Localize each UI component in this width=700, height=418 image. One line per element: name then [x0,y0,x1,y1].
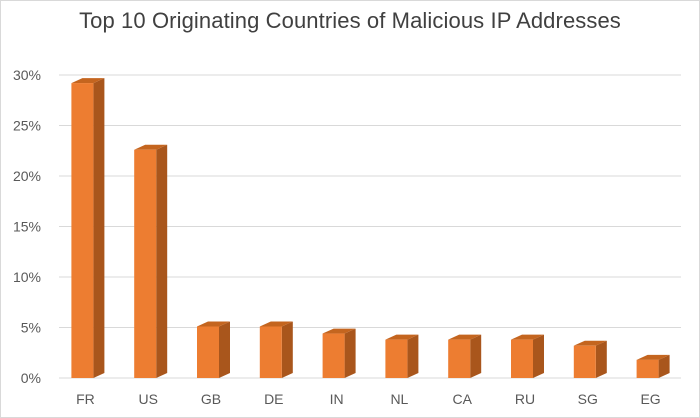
x-tick-label: RU [515,391,535,407]
bar-top-face [511,334,544,340]
bar-de [259,321,293,378]
y-tick-label: 5% [21,320,41,336]
chart-title: Top 10 Originating Countries of Maliciou… [79,8,621,33]
bar-front-face [259,326,282,378]
bar-side-face [470,334,482,378]
y-tick-label: 25% [13,118,41,134]
bar-front-face [71,83,94,378]
bar-sg [573,340,607,378]
y-tick-label: 20% [13,168,41,184]
bar-top-face [322,328,356,334]
y-axis-tick-labels: 0% 5% 10% 15% 20% 25% 30% [13,67,41,386]
y-tick-label: 0% [21,370,41,386]
y-tick-label: 30% [13,67,41,83]
bar-side-face [344,328,356,378]
x-axis-tick-labels: FR US GB DE IN NL CA RU SG EG [76,391,661,407]
bar-top-face [385,334,419,340]
bar-nl [385,334,419,378]
bar-ca [448,334,482,378]
bar-front-face [511,339,533,378]
bar-front-face [448,339,471,378]
bar-front-face [134,149,157,378]
bar-top-face [197,321,230,327]
x-tick-label: FR [76,391,95,407]
bar-front-face [322,333,345,378]
x-tick-label: GB [201,391,221,407]
bar-side-face [281,321,293,378]
bar-in [322,328,356,378]
bar-eg [636,354,670,378]
bar-side-face [93,78,105,378]
bar-top-face [448,334,482,340]
bar-front-face [636,359,659,378]
bar-top-face [636,354,670,360]
bar-front-face [197,326,219,378]
x-tick-label: DE [264,391,283,407]
x-tick-label: SG [578,391,598,407]
bar-side-face [219,321,230,378]
bar-top-face [71,78,105,84]
bar-side-face [156,144,168,378]
x-tick-label: US [138,391,157,407]
bars [71,78,670,378]
y-tick-label: 10% [13,269,41,285]
bar-front-face [573,345,596,378]
bar-side-face [658,354,670,378]
x-tick-label: NL [390,391,408,407]
y-tick-label: 15% [13,219,41,235]
bar-fr [71,78,105,378]
bar-top-face [134,144,168,150]
x-tick-label: CA [452,391,472,407]
bar-us [134,144,168,378]
bar-top-face [573,340,607,346]
bar-side-face [533,334,544,378]
bar-ru [511,334,544,378]
x-tick-label: EG [640,391,660,407]
bar-gb [197,321,230,378]
bar-front-face [385,339,408,378]
bar-side-face [595,340,607,378]
bar-side-face [407,334,419,378]
bar-top-face [259,321,293,327]
x-tick-label: IN [330,391,344,407]
